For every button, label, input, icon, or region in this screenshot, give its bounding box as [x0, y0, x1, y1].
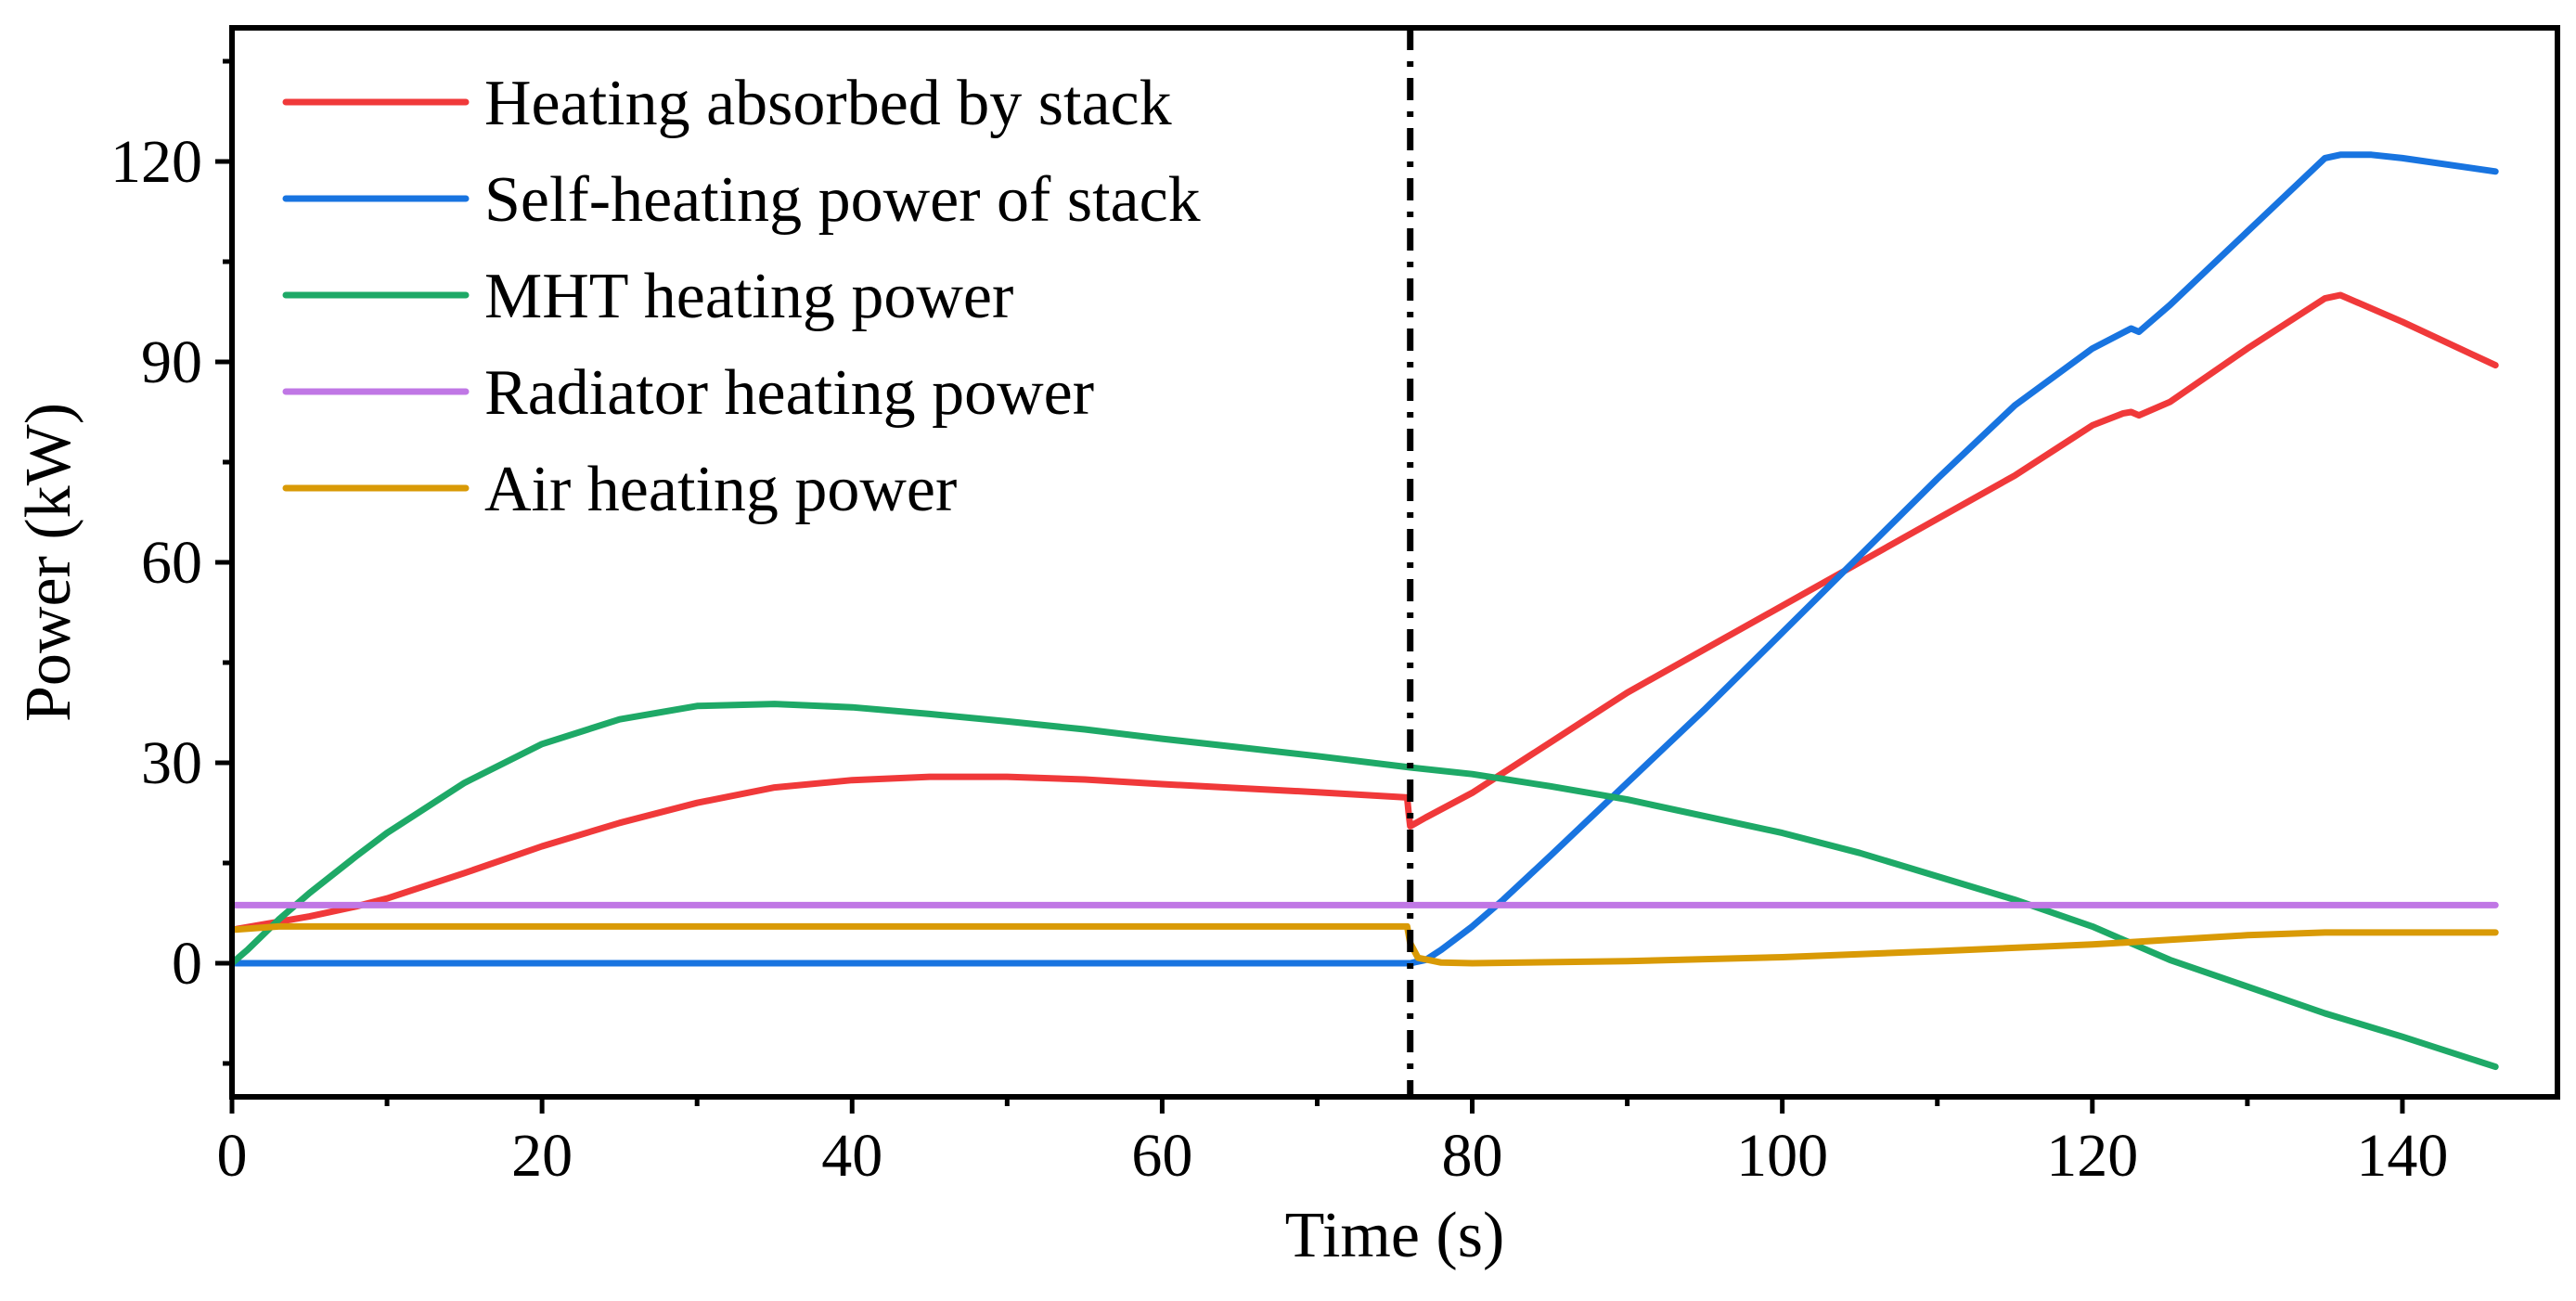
- legend-label-4: Radiator heating power: [484, 357, 1094, 429]
- x-tick-label: 40: [821, 1122, 882, 1190]
- x-tick-label: 60: [1131, 1122, 1192, 1190]
- ticks-layer: [215, 58, 2405, 1114]
- series-layer: [232, 151, 2499, 1071]
- x-tick-label: 120: [2046, 1122, 2138, 1190]
- y-tick-label: 120: [110, 128, 202, 196]
- x-tick-label: 20: [511, 1122, 573, 1190]
- x-axis-title: Time (s): [1285, 1200, 1505, 1271]
- legend: Heating absorbed by stack Self-heating po…: [282, 68, 1201, 525]
- legend-label-3: MHT heating power: [484, 261, 1013, 332]
- y-axis-title: Power (kW): [13, 403, 84, 722]
- y-tick-label: 0: [172, 930, 202, 998]
- legend-label-2: Self-heating power of stack: [484, 164, 1201, 236]
- series-line-1: [232, 291, 2499, 934]
- x-tick-label: 100: [1736, 1122, 1828, 1190]
- x-tick-label: 140: [2356, 1122, 2448, 1190]
- x-tick-label: 80: [1442, 1122, 1503, 1190]
- y-tick-label: 90: [141, 328, 202, 396]
- labels-layer: 0 20 40 60 80 100 120 140 0 30 60 90 120: [110, 128, 2448, 1190]
- legend-label-1: Heating absorbed by stack: [484, 68, 1172, 139]
- series-line-5: [232, 922, 2499, 967]
- legend-label-5: Air heating power: [484, 454, 957, 525]
- series-line-3: [232, 701, 2499, 1071]
- series-line-2: [232, 151, 2499, 967]
- y-tick-label: 60: [141, 529, 202, 597]
- x-tick-label: 0: [217, 1122, 248, 1190]
- y-tick-label: 30: [141, 729, 202, 797]
